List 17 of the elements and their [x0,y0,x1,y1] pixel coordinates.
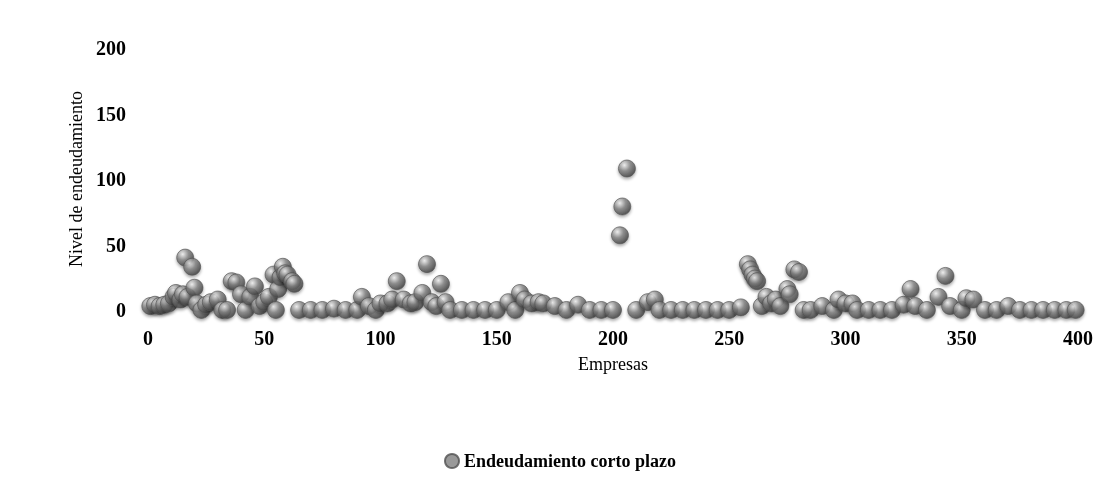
x-tick-label: 150 [481,327,512,349]
x-tick-label: 300 [830,327,861,349]
x-tick-label: 350 [946,327,977,349]
x-tick-label: 200 [598,327,628,349]
y-tick-label: 200 [96,37,126,59]
x-tick-label: 50 [254,327,275,349]
y-tick-label: 100 [96,168,126,190]
x-axis-title: Empresas [578,354,648,374]
y-tick-label: 150 [96,102,126,125]
x-tick-label: 250 [714,327,745,349]
x-tick-label: 100 [365,327,396,349]
y-tick-label: 50 [106,233,126,256]
x-tick-label: 0 [143,327,153,349]
y-axis-title: Nivel de endeudamiento [66,91,87,267]
y-tick-label: 0 [116,299,126,321]
legend-label: Endeudamiento corto plazo [464,451,677,471]
x-tick-label: 400 [1063,327,1093,349]
